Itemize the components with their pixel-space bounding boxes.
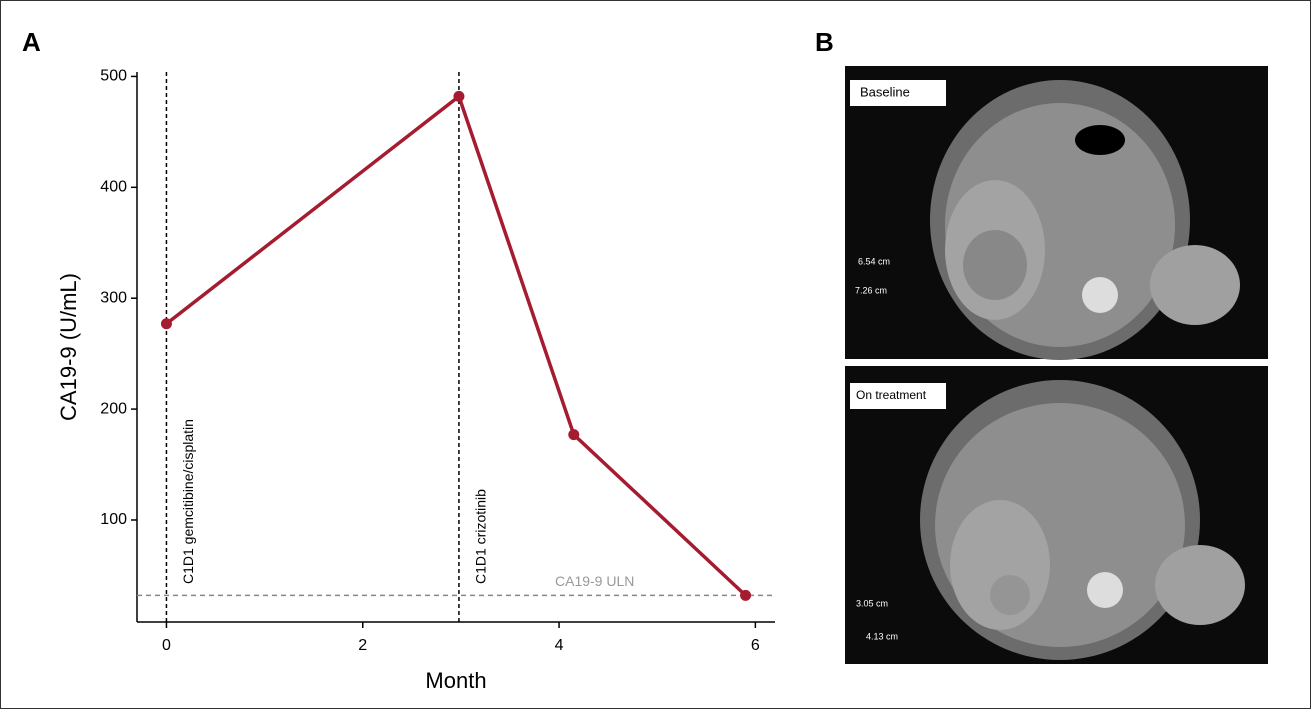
panel-label: B	[815, 27, 834, 57]
ct-image	[845, 66, 1268, 360]
measurement: 4.13 cm	[866, 631, 898, 641]
measurement: 3.05 cm	[856, 598, 888, 608]
ct-image	[845, 366, 1268, 664]
x-tick-label: 6	[751, 637, 760, 654]
y-tick-label: 500	[100, 68, 127, 85]
y-tick-label: 100	[100, 511, 127, 528]
panel-label: A	[22, 27, 41, 57]
y-tick-label: 200	[100, 400, 127, 417]
x-axis-title: Month	[425, 668, 486, 693]
event-label: C1D1 crizotinib	[473, 489, 489, 584]
y-tick-label: 400	[100, 179, 127, 196]
image-label-box	[850, 383, 946, 409]
image-label-box	[850, 80, 946, 106]
data-point	[568, 429, 580, 441]
x-tick-label: 0	[162, 637, 171, 654]
y-axis-title: CA19-9 (U/mL)	[56, 273, 81, 421]
reference-label: CA19-9 ULN	[555, 573, 634, 589]
data-point	[160, 318, 172, 330]
event-label: C1D1 gemcitibine/cisplatin	[180, 419, 196, 584]
y-tick-label: 300	[100, 289, 127, 306]
x-tick-label: 2	[358, 637, 367, 654]
data-point	[740, 589, 752, 601]
data-line	[165, 93, 747, 597]
measurement: 6.54 cm	[858, 256, 890, 266]
data-point	[453, 90, 465, 102]
image-label: Baseline	[860, 84, 910, 99]
image-label: On treatment	[856, 388, 927, 402]
x-tick-label: 4	[555, 637, 564, 654]
measurement: 7.26 cm	[855, 285, 887, 295]
